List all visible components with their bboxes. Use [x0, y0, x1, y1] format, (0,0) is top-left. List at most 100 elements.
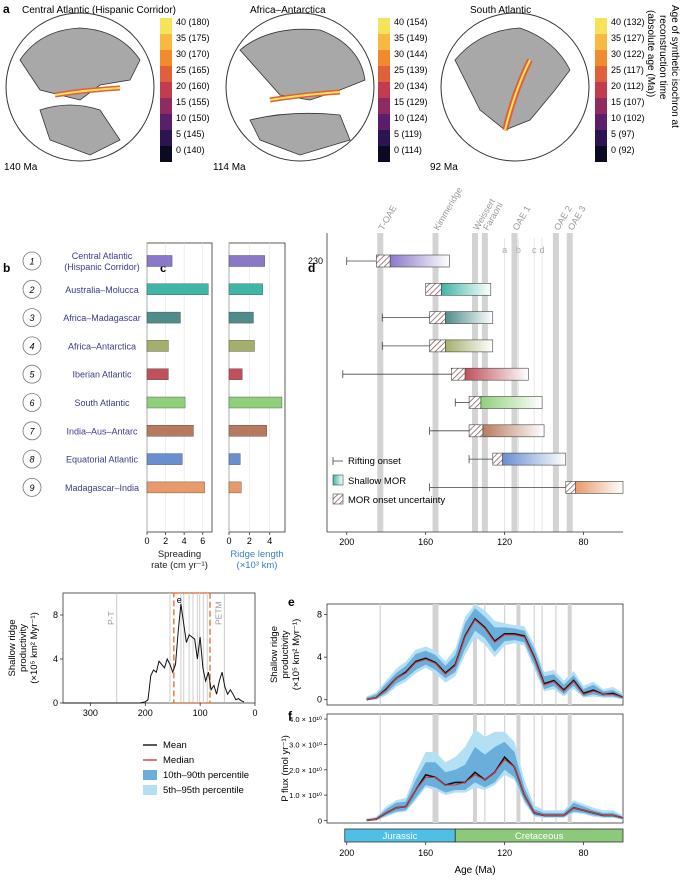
ridge-number-circle [22, 279, 42, 299]
d-legend-shallow-swatch [332, 474, 344, 486]
panel-f-p-flux: 0 1.0 × 10¹⁰ 2.0 × 10¹⁰ 3.0 × 10¹⁰ 4.0 × 10¹… [280, 713, 624, 876]
d-oae-sub-label: a [502, 245, 507, 255]
e-mean-line [366, 617, 624, 701]
colorbars: 40 (180) 35 (175) 30 (170) 25 (165) 20 (160)… [160, 17, 645, 162]
line-legend: Mean Median 10th–90th percentile 5th–95th p… [143, 740, 249, 796]
inset-ylabel: (×10⁵ km² Myr⁻¹) [29, 612, 40, 684]
e-ytick-label: 0 [317, 695, 322, 705]
colorbar-2-swatch [378, 130, 390, 146]
e-median-line [366, 619, 624, 701]
e-band-5-95 [366, 604, 623, 700]
e-event-band [379, 604, 381, 705]
ridge-number: 3 [29, 313, 34, 323]
f-xtick-label: 160 [418, 848, 433, 858]
colorbar-3-swatch [595, 34, 607, 50]
colorbar-2-swatch [378, 66, 390, 82]
colorbar-3-swatch [595, 18, 607, 34]
period-label: Cretaceous [515, 831, 564, 842]
colorbar-2-swatch [378, 98, 390, 114]
colorbar-3-label: 40 (132) [611, 17, 645, 27]
inset-ytick-label: 4 [53, 654, 58, 664]
colorbar-label-line-3: (absolute age (Ma)) [645, 10, 656, 97]
d-shallow-mor-bar [464, 367, 529, 381]
d-event-band [511, 233, 518, 532]
legend-p5-95-swatch [143, 785, 157, 795]
d-mor-uncertainty [425, 282, 442, 296]
globe-2-ridge-inner [269, 91, 341, 101]
ridge-name: Africa–Antarctica [68, 341, 136, 351]
colorbar-1-swatch [160, 98, 172, 114]
ridge-number-circle [22, 393, 42, 412]
ridge-number: 8 [29, 455, 34, 465]
c-bar [228, 396, 283, 409]
f-event-band [533, 714, 535, 823]
globe-3-ridge-inner [504, 59, 531, 131]
legend-mean-label: Mean [163, 740, 187, 751]
f-band-10-90 [366, 741, 623, 821]
f-ytick-label: 2.0 × 10¹⁰ [289, 766, 322, 775]
globe-3-title: South Atlantic [470, 5, 531, 16]
colorbar-3-label: 25 (117) [611, 65, 644, 75]
b-tick-label: 6 [200, 536, 205, 546]
globe-3-land [454, 27, 571, 131]
e-event-band [504, 604, 506, 705]
d-mor-uncertainty [468, 396, 482, 409]
colorbar-2-label: 10 (124) [394, 113, 428, 123]
ridge-number: 2 [28, 285, 34, 295]
period-label: Jurassic [383, 831, 418, 842]
colorbar-3-label: 10 (102) [611, 113, 645, 123]
c-bar [228, 283, 263, 295]
c-xlabel: Ridge length [230, 549, 283, 560]
colorbar-1-label: 0 (140) [176, 145, 205, 155]
inset-box-label: e [177, 595, 182, 605]
globe-3: South Atlantic 92 Ma [430, 5, 590, 173]
colorbar-1-label: 10 (150) [176, 113, 210, 123]
b-bar [146, 311, 181, 324]
colorbar-2-swatch [378, 146, 390, 162]
e-ylabel: (×10⁵ km² Myr⁻¹) [291, 619, 302, 691]
ridge-number-circle [22, 477, 42, 497]
colorbar-3-label: 0 (92) [611, 145, 635, 155]
e-ytick-label: 8 [317, 610, 322, 620]
globe-2-land [239, 28, 366, 156]
e-event-band [516, 604, 521, 705]
d-tick-label: 200 [339, 537, 354, 547]
colorbar-1-swatch [160, 66, 172, 82]
d-shallow-mor-bar [502, 452, 567, 466]
f-event-band [541, 714, 543, 823]
panel-letter-b: b [3, 261, 10, 275]
colorbar-1-swatch [160, 34, 172, 50]
f-ylabel: P flux (mol yr⁻¹) [280, 735, 291, 802]
panel-c-ridge-length: 0 2 4 Ridge length(×10³ km) [226, 242, 286, 571]
colorbar-2-label: 40 (154) [394, 17, 428, 27]
colorbar-2-label: 20 (134) [394, 81, 428, 91]
d-shallow-mor-bar [441, 282, 492, 296]
colorbar-2-swatch [378, 82, 390, 98]
colorbar-1-label: 40 (180) [176, 17, 210, 27]
e-band-10-90 [366, 608, 623, 700]
ridge-number-circle [22, 251, 42, 271]
c-bar [228, 425, 267, 437]
b-tick-label: 2 [163, 536, 168, 546]
colorbar-1-label: 30 (170) [176, 49, 210, 59]
ridge-name: Equatorial Atlantic [66, 455, 139, 465]
f-xlabel: Age (Ma) [454, 865, 495, 876]
d-mor-uncertainty [492, 452, 503, 466]
colorbar-3-label: 35 (127) [611, 33, 645, 43]
ridge-list: 1 Central Atlantic(Hispanic Corridor) 2 Aus… [22, 251, 141, 497]
d-event-label: T-OAE [376, 204, 398, 232]
b-bar [146, 396, 186, 409]
d-legend-uncertainty: MOR onset uncertainty [348, 495, 445, 506]
inset-ytick-label: 8 [53, 610, 58, 620]
b-bar [146, 453, 183, 465]
d-event-band [481, 233, 488, 532]
ridge-number-circle [22, 449, 42, 469]
b-bar [146, 283, 209, 295]
panel-letter-c: c [160, 261, 167, 275]
inset-xtick-label: 200 [138, 708, 153, 718]
inset-ylabel: Shallow ridge [7, 619, 18, 676]
ridge-number-circle [22, 364, 42, 384]
d-mor-uncertainty [376, 254, 391, 268]
